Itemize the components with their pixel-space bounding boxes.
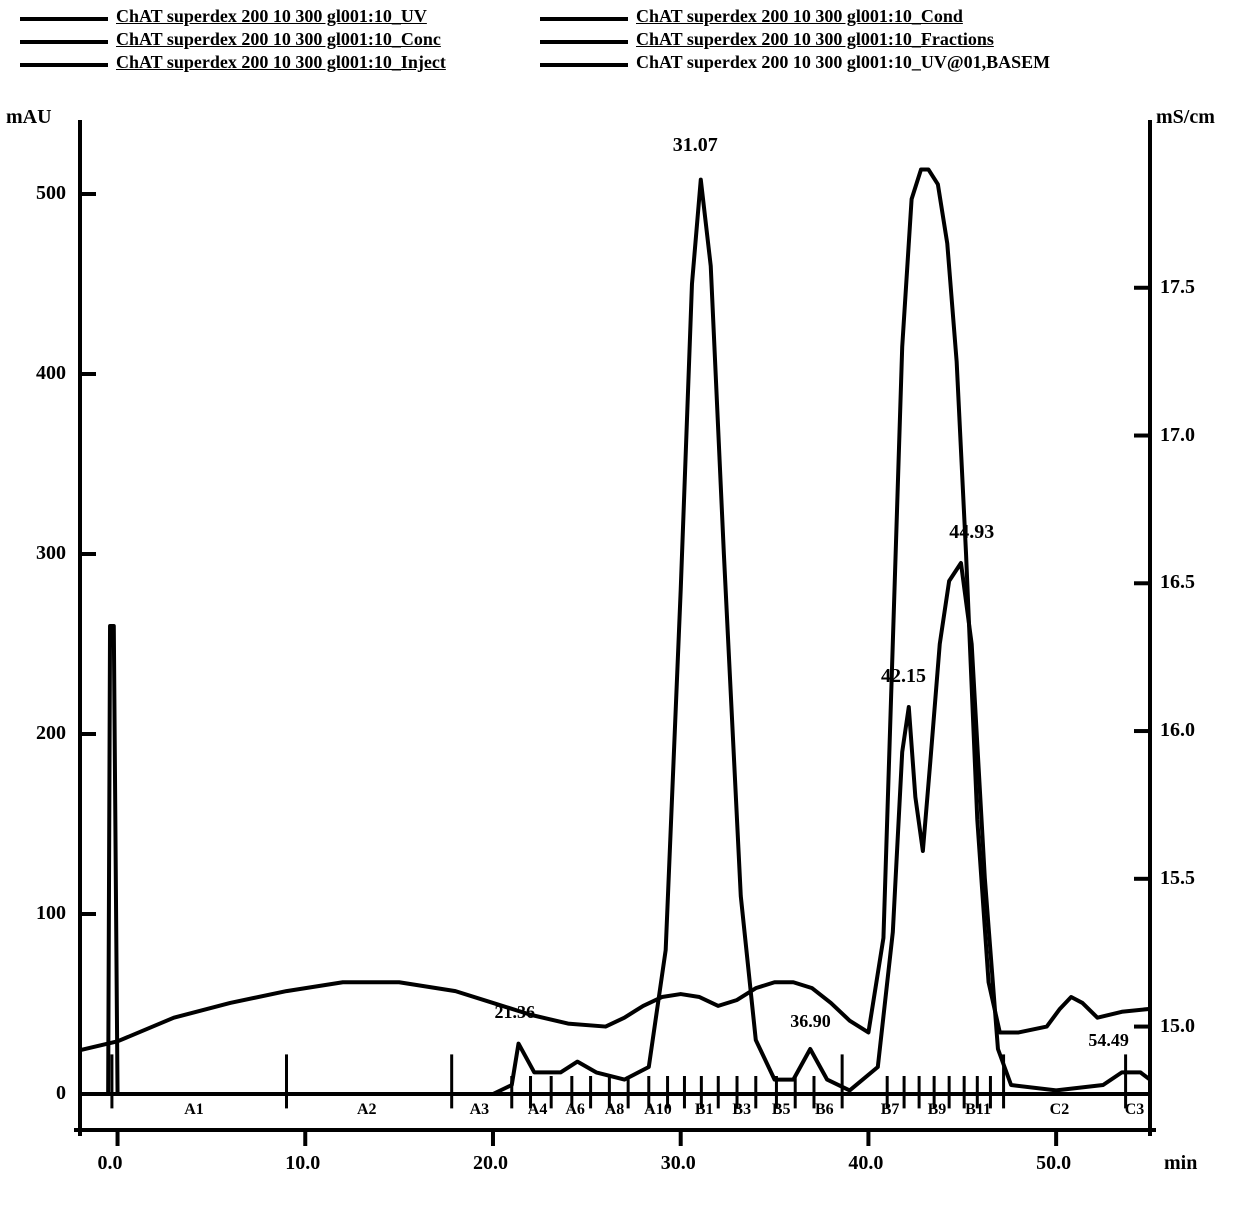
fraction-label: A2 — [357, 1101, 377, 1119]
plot-svg — [0, 0, 1240, 1206]
fraction-label: B1 — [695, 1101, 714, 1119]
fraction-label: A1 — [184, 1101, 204, 1119]
y-right-tick-label: 16.5 — [1160, 571, 1195, 594]
y-left-tick-label: 400 — [6, 362, 66, 385]
fraction-label: B11 — [965, 1101, 991, 1119]
peak-label: 54.49 — [1088, 1030, 1129, 1051]
peak-label: 36.90 — [790, 1011, 831, 1032]
fraction-label: B7 — [881, 1101, 900, 1119]
fraction-label: A3 — [470, 1101, 490, 1119]
fraction-label: A6 — [565, 1101, 585, 1119]
y-left-tick-label: 200 — [6, 722, 66, 745]
fraction-label: A10 — [644, 1101, 672, 1119]
x-tick-label: 0.0 — [98, 1152, 123, 1175]
peak-label: 31.07 — [673, 134, 718, 157]
y-right-tick-label: 15.5 — [1160, 867, 1195, 890]
x-tick-label: 20.0 — [473, 1152, 508, 1175]
y-right-tick-label: 17.0 — [1160, 424, 1195, 447]
y-right-tick-label: 15.0 — [1160, 1015, 1195, 1038]
peak-label: 21.36 — [495, 1002, 536, 1023]
x-tick-label: 30.0 — [661, 1152, 696, 1175]
fraction-label: B9 — [928, 1101, 947, 1119]
peak-label: 42.15 — [881, 665, 926, 688]
page: ChAT superdex 200 10 300 gl001:10_UVChAT… — [0, 0, 1240, 1206]
y-left-tick-label: 500 — [6, 182, 66, 205]
x-tick-label: 40.0 — [848, 1152, 883, 1175]
y-left-tick-label: 100 — [6, 902, 66, 925]
peak-label: 44.93 — [949, 521, 994, 544]
fraction-label: B3 — [732, 1101, 751, 1119]
fraction-label: B5 — [772, 1101, 791, 1119]
x-tick-label: 10.0 — [285, 1152, 320, 1175]
x-tick-label: 50.0 — [1036, 1152, 1071, 1175]
y-right-tick-label: 16.0 — [1160, 719, 1195, 742]
fraction-label: A8 — [605, 1101, 625, 1119]
fraction-label: B6 — [815, 1101, 834, 1119]
y-left-tick-label: 0 — [6, 1082, 66, 1105]
y-right-tick-label: 17.5 — [1160, 276, 1195, 299]
fraction-label: C3 — [1125, 1101, 1145, 1119]
y-left-tick-label: 300 — [6, 542, 66, 565]
fraction-label: A4 — [528, 1101, 548, 1119]
fraction-label: C2 — [1050, 1101, 1070, 1119]
